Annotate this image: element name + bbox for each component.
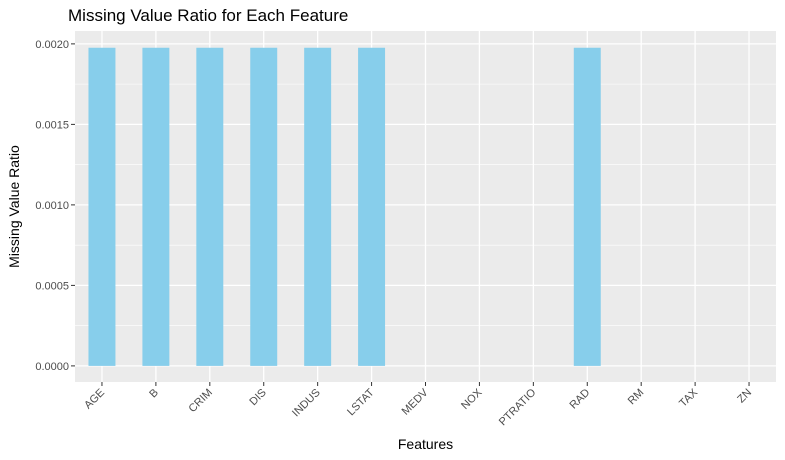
bar-b [142,47,170,366]
bar-dis [250,47,278,366]
x-tick-label: RAD [567,387,592,412]
chart-title: Missing Value Ratio for Each Feature [68,6,349,25]
bar-lstat [358,47,386,366]
x-tick-label: PTRATIO [497,386,539,428]
y-tick-label: 0.0000 [35,361,69,373]
bar-rad [573,47,601,366]
bar-indus [304,47,332,366]
x-tick-label: DIS [247,387,268,408]
bar-crim [196,47,224,366]
y-tick-label: 0.0015 [35,119,69,131]
x-tick-label: LSTAT [345,386,377,418]
bar-age [88,47,116,366]
x-axis-title: Features [398,436,453,452]
x-tick-label: TAX [677,386,701,410]
y-axis-title: Missing Value Ratio [6,145,22,268]
x-tick-label: AGE [82,387,107,412]
y-tick-label: 0.0005 [35,280,69,292]
y-tick-label: 0.0020 [35,39,69,51]
x-tick-label: B [147,387,161,401]
y-tick-label: 0.0010 [35,200,69,212]
x-tick-label: INDUS [290,387,323,420]
x-tick-label: RM [626,387,647,408]
x-tick-label: CRIM [187,387,215,415]
x-tick-label: ZN [735,387,754,406]
x-tick-label: NOX [459,386,485,412]
x-tick-label: MEDV [400,386,431,417]
